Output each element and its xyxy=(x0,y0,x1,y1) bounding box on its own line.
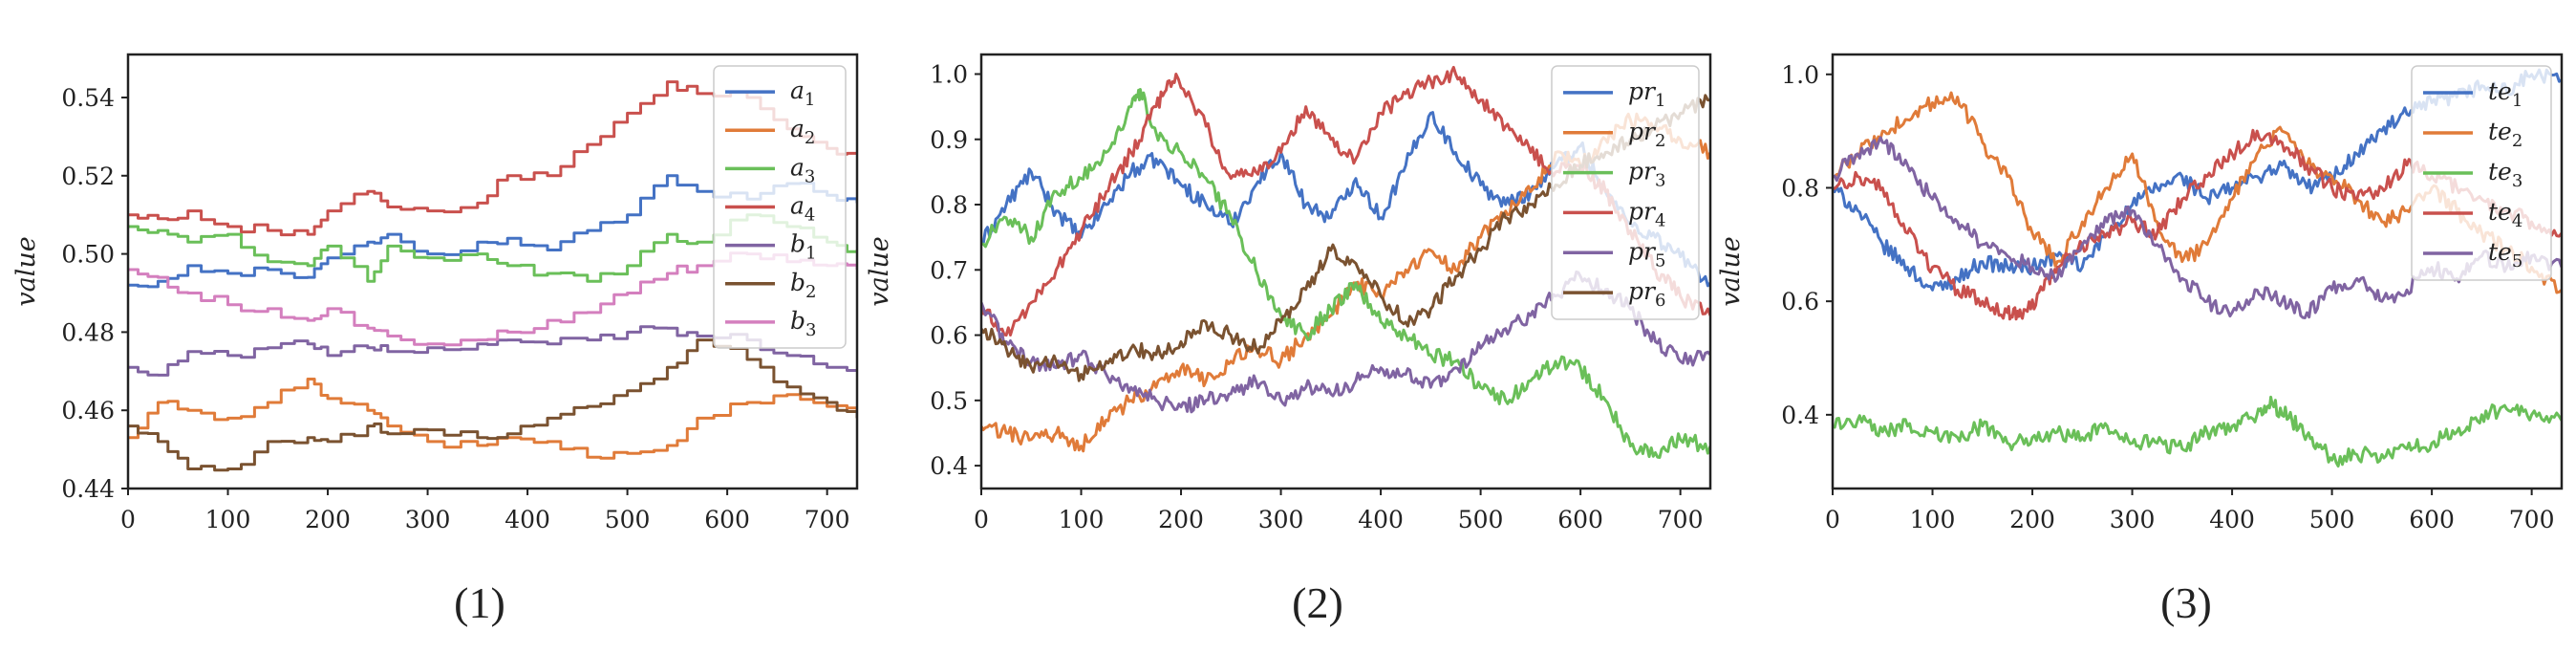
x-tick-label: 600 xyxy=(2409,506,2455,533)
y-tick-label: 0.8 xyxy=(930,191,968,219)
x-tick-label: 400 xyxy=(2209,506,2255,533)
axes-frame xyxy=(1831,53,2564,490)
legend-label-pr5: pr5 xyxy=(1628,237,1665,271)
x-tick-label: 200 xyxy=(305,506,351,533)
y-tick-label: 0.8 xyxy=(1781,174,1819,202)
legend-label-b3: b3 xyxy=(790,307,816,340)
legend-label-b2: b2 xyxy=(790,269,816,302)
legend-label-a4: a4 xyxy=(790,192,815,226)
legend-label-pr3: pr3 xyxy=(1628,158,1665,191)
y-axis-label: value xyxy=(865,236,894,306)
y-axis-label: value xyxy=(11,236,41,306)
x-tick-label: 600 xyxy=(1557,506,1603,533)
y-tick-label: 0.44 xyxy=(61,475,115,503)
x-tick-label: 400 xyxy=(504,506,550,533)
panel-caption-3: (3) xyxy=(2160,578,2212,627)
legend-label-pr6: pr6 xyxy=(1628,277,1665,311)
x-tick-label: 500 xyxy=(605,506,651,533)
series-line-pr3 xyxy=(981,88,1710,459)
x-tick-label: 100 xyxy=(1910,506,1956,533)
y-tick-label: 0.48 xyxy=(61,318,115,346)
panel-caption-2: (2) xyxy=(1292,578,1343,627)
y-tick-label: 0.6 xyxy=(930,322,968,350)
legend-box xyxy=(2411,65,2552,281)
x-tick-label: 300 xyxy=(2110,506,2156,533)
x-tick-label: 500 xyxy=(1458,506,1504,533)
y-tick-label: 0.46 xyxy=(61,397,115,424)
y-tick-label: 0.54 xyxy=(61,84,115,112)
x-tick-label: 400 xyxy=(1358,506,1404,533)
legend-label-pr4: pr4 xyxy=(1628,197,1665,230)
chart-panel-3: 0 100 200 300 400 500 600 700 0.4 0.6 0.8 1.0 value t… xyxy=(1716,53,2564,533)
y-tick-label: 0.7 xyxy=(930,256,968,284)
x-tick-label: 300 xyxy=(405,506,451,533)
legend-label-te5: te5 xyxy=(2488,238,2522,272)
y-axis-label: value xyxy=(1716,236,1746,306)
panel-caption-1: (1) xyxy=(454,578,505,627)
y-tick-label: 0.4 xyxy=(1781,402,1819,429)
x-tick-label: 0 xyxy=(1825,506,1840,533)
x-tick-label: 100 xyxy=(205,506,251,533)
chart-panel-2: 0 100 200 300 400 500 600 700 0.4 0.5 0.6 0.7 0.8 0.9… xyxy=(865,53,1712,533)
x-tick-label: 700 xyxy=(2509,506,2555,533)
y-tick-label: 0.6 xyxy=(1781,288,1819,315)
x-tick-label: 700 xyxy=(1658,506,1704,533)
x-tick-label: 300 xyxy=(1258,506,1304,533)
x-tick-label: 700 xyxy=(805,506,850,533)
legend-label-te1: te1 xyxy=(2488,77,2522,111)
legend-label-pr1: pr1 xyxy=(1628,77,1665,111)
legend-label-te4: te4 xyxy=(2488,198,2522,231)
axes-frame xyxy=(126,53,859,490)
y-tick-label: 0.50 xyxy=(61,241,115,269)
legend: a1 a2 a3 a4 b1 b2 b3 xyxy=(713,65,847,349)
legend-box xyxy=(713,65,847,349)
chart-panel-1: 0 100 200 300 400 500 600 700 0.44 0.46 0.48 0.50 0.… xyxy=(11,53,859,533)
x-tick-label: 500 xyxy=(2309,506,2355,533)
legend-label-a3: a3 xyxy=(790,153,815,186)
x-tick-label: 100 xyxy=(1059,506,1105,533)
x-tick-label: 200 xyxy=(1158,506,1204,533)
x-tick-label: 0 xyxy=(974,506,989,533)
x-tick-label: 0 xyxy=(120,506,136,533)
plot-area xyxy=(128,80,857,472)
x-tick-label: 600 xyxy=(704,506,750,533)
legend: te1 te2 te3 te4 te5 xyxy=(2411,65,2552,281)
legend-label-a1: a1 xyxy=(790,76,815,110)
axes-frame xyxy=(979,53,1712,490)
legend-label-te3: te3 xyxy=(2488,158,2522,191)
legend-label-te2: te2 xyxy=(2488,118,2522,151)
legend-box xyxy=(1551,65,1700,320)
y-tick-label: 0.52 xyxy=(61,163,115,190)
legend-label-b1: b1 xyxy=(790,230,816,264)
y-tick-label: 0.9 xyxy=(930,126,968,154)
legend-label-a2: a2 xyxy=(790,115,815,148)
y-tick-label: 1.0 xyxy=(930,60,968,88)
y-tick-label: 0.5 xyxy=(930,387,968,415)
series-line-a2 xyxy=(128,378,857,460)
y-tick-label: 1.0 xyxy=(1781,61,1819,89)
series-line-te3 xyxy=(1833,395,2562,467)
legend: pr1 pr2 pr3 pr4 pr5 pr6 xyxy=(1551,65,1700,320)
legend-label-pr2: pr2 xyxy=(1628,118,1665,151)
x-tick-label: 200 xyxy=(2009,506,2055,533)
y-tick-label: 0.4 xyxy=(930,452,968,480)
